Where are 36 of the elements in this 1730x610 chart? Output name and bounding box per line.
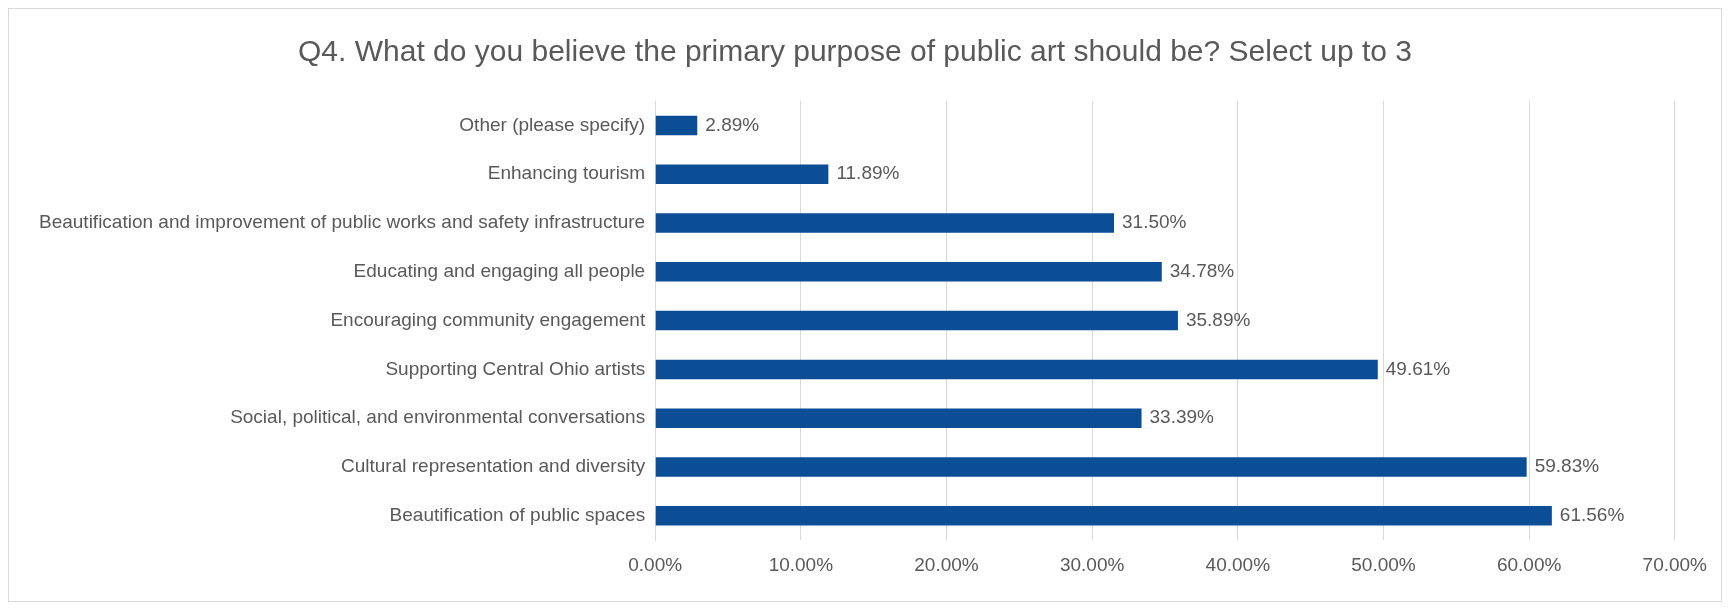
y-tick-label: Beautification of public spaces <box>389 504 646 526</box>
y-tick-label: Encouraging community engagement <box>330 308 646 330</box>
x-tick-label: 50.00% <box>1351 553 1416 575</box>
x-tick-label: 30.00% <box>1059 553 1125 575</box>
y-tick-label: Other (please specify) <box>459 113 646 135</box>
data-label: 34.78% <box>1169 260 1235 282</box>
y-tick-label: Beautification and improvement of public works and safety infrastructure <box>38 211 646 233</box>
data-label: 31.50% <box>1122 211 1187 233</box>
data-label: 11.89% <box>836 162 900 184</box>
bar <box>655 164 829 184</box>
x-tick-label: 10.00% <box>768 553 834 575</box>
x-tick-label: 20.00% <box>914 553 979 575</box>
chart-title: Q4. What do you believe the primary purpose of public art should be? Select up to 3 <box>298 34 1412 68</box>
y-tick-label: Social, political, and environmental conversations <box>230 406 646 428</box>
data-label: 61.56% <box>1559 504 1625 526</box>
data-label: 49.61% <box>1385 357 1451 379</box>
data-label: 33.39% <box>1149 406 1215 428</box>
bar <box>655 506 1552 526</box>
bar <box>655 262 1162 282</box>
bar <box>655 408 1142 428</box>
x-tick-label: 70.00% <box>1642 553 1708 575</box>
y-tick-label: Educating and engaging all people <box>353 260 646 282</box>
data-label: 35.89% <box>1185 308 1251 330</box>
x-tick-label: 60.00% <box>1496 553 1562 575</box>
y-tick-label: Supporting Central Ohio artists <box>385 357 646 379</box>
bar <box>655 457 1527 477</box>
x-tick-label: 40.00% <box>1205 553 1271 575</box>
y-tick-label: Enhancing tourism <box>487 162 646 184</box>
x-tick-label: 0.00% <box>628 553 683 575</box>
data-label: 2.89% <box>705 113 760 135</box>
bar <box>655 310 1178 331</box>
bar <box>655 115 698 136</box>
bar <box>655 213 1115 233</box>
bar <box>655 359 1378 380</box>
y-tick-label: Cultural representation and diversity <box>341 455 646 477</box>
data-label: 59.83% <box>1534 455 1600 477</box>
